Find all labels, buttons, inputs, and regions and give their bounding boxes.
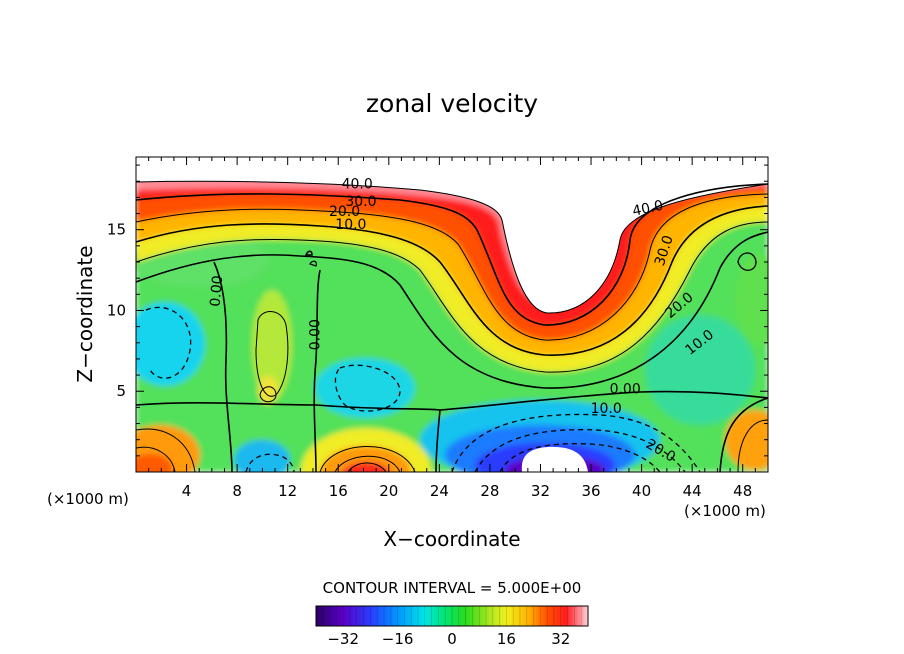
colorbar-tick-label: −32 [327,630,359,648]
y-tick-label: 10 [107,301,126,319]
x-tick-label: 48 [733,482,752,500]
y-axis-title: Z−coordinate [73,245,97,382]
contour-lines [136,180,768,472]
y-axis: 5 10 15 [107,164,768,457]
x-tick-label: 44 [683,482,702,500]
x-tick-label: 20 [379,482,398,500]
contour-label: 40.0 [631,198,665,220]
colorbar-fill [316,606,588,626]
colorbar-tick-labels: −32 −16 0 16 32 [327,630,570,648]
contour-label: 0.00 [610,382,641,398]
x-tick-label: 16 [329,482,348,500]
x-tick-label: 40 [632,482,651,500]
contour-label: 40.0 [342,176,373,192]
contour-label: 20.0 [329,204,360,220]
x-unit-label-left: (×1000 m) [47,490,129,508]
chart-title: zonal velocity [366,89,538,118]
x-axis-title: X−coordinate [383,527,520,551]
y-tick-label: 5 [116,382,126,400]
contour-label: 0.00 [208,275,227,307]
contour-interval-text: CONTOUR INTERVAL = 5.000E+00 [323,579,582,597]
colorbar-tick-label: 16 [497,630,516,648]
contour-label: 30.0 [345,194,376,210]
x-tick-label: 32 [531,482,550,500]
colorbar-tick-label: 0 [447,630,457,648]
x-tick-label: 4 [182,482,192,500]
x-tick-label: 8 [232,482,242,500]
contour-label: 10.0 [591,401,622,417]
x-tick-label: 36 [581,482,600,500]
colorbar-divisions [322,606,582,626]
colorbar-tick-label: 32 [551,630,570,648]
y-tick-label: 15 [107,221,126,239]
x-tick-label: 24 [430,482,449,500]
contour-label: 10.0 [335,217,366,233]
x-unit-label-right: (×1000 m) [684,502,766,520]
x-tick-label: 12 [278,482,297,500]
colorbar-tick-label: −16 [382,630,414,648]
x-axis: 4 8 12 16 20 24 28 32 36 40 44 48 [148,157,756,500]
colorbar-frame [315,605,589,627]
x-tick-label: 28 [480,482,499,500]
contour-label: 0.00 [307,319,323,350]
colorbar: −32 −16 0 16 32 [315,605,589,648]
